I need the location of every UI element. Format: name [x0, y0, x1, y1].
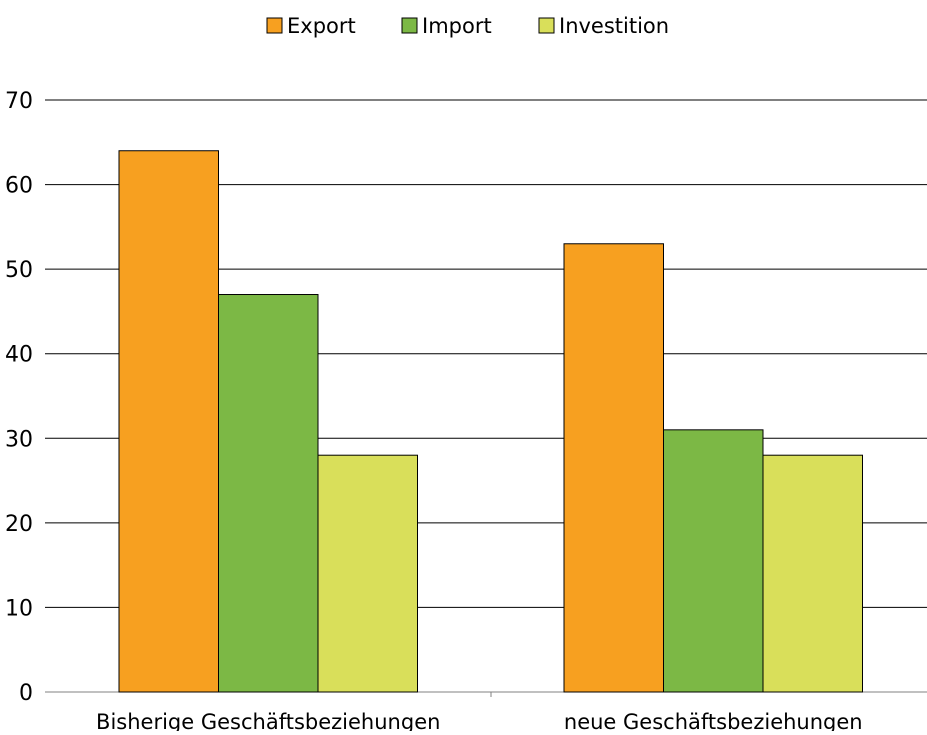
legend-swatch-import: [401, 17, 418, 34]
x-category-label-bisherige-geschaftsbeziehungen: Bisherige Geschäftsbeziehungen: [96, 710, 440, 731]
bar-investition-neue-geschaftsbeziehungen: [762, 454, 863, 693]
legend: Export Import Investition: [266, 14, 669, 38]
bar-investition-bisherige-geschaftsbeziehungen: [317, 454, 418, 693]
y-tick-label-30: 30: [5, 427, 33, 452]
legend-label-import: Import: [422, 14, 492, 38]
x-axis-labels: Bisherige Geschäftsbeziehungen neue Gesch…: [96, 710, 863, 734]
legend-swatch-investition: [538, 17, 555, 34]
legend-label-export: Export: [287, 14, 356, 38]
legend-label-investition: Investition: [559, 14, 669, 38]
bar-import-neue-geschaftsbeziehungen: [663, 429, 764, 693]
y-axis-ticks: 0 10 20 30 40 50 60 70: [5, 89, 33, 706]
y-tick-label-50: 50: [5, 258, 33, 283]
y-tick-label-60: 60: [5, 174, 33, 199]
bar-export-bisherige-geschaftsbeziehungen: [118, 150, 219, 693]
y-tick-label-10: 10: [5, 596, 33, 621]
bar-export-neue-geschaftsbeziehungen: [563, 243, 664, 693]
bars: [118, 150, 863, 693]
bar-import-bisherige-geschaftsbeziehungen: [218, 294, 319, 693]
y-tick-label-70: 70: [5, 89, 33, 114]
legend-swatch-export: [266, 17, 283, 34]
y-tick-label-40: 40: [5, 343, 33, 368]
y-tick-label-0: 0: [19, 681, 33, 706]
x-category-label-neue-geschaftsbeziehungen: neue Geschäftsbeziehungen: [564, 710, 863, 731]
y-tick-label-20: 20: [5, 512, 33, 537]
